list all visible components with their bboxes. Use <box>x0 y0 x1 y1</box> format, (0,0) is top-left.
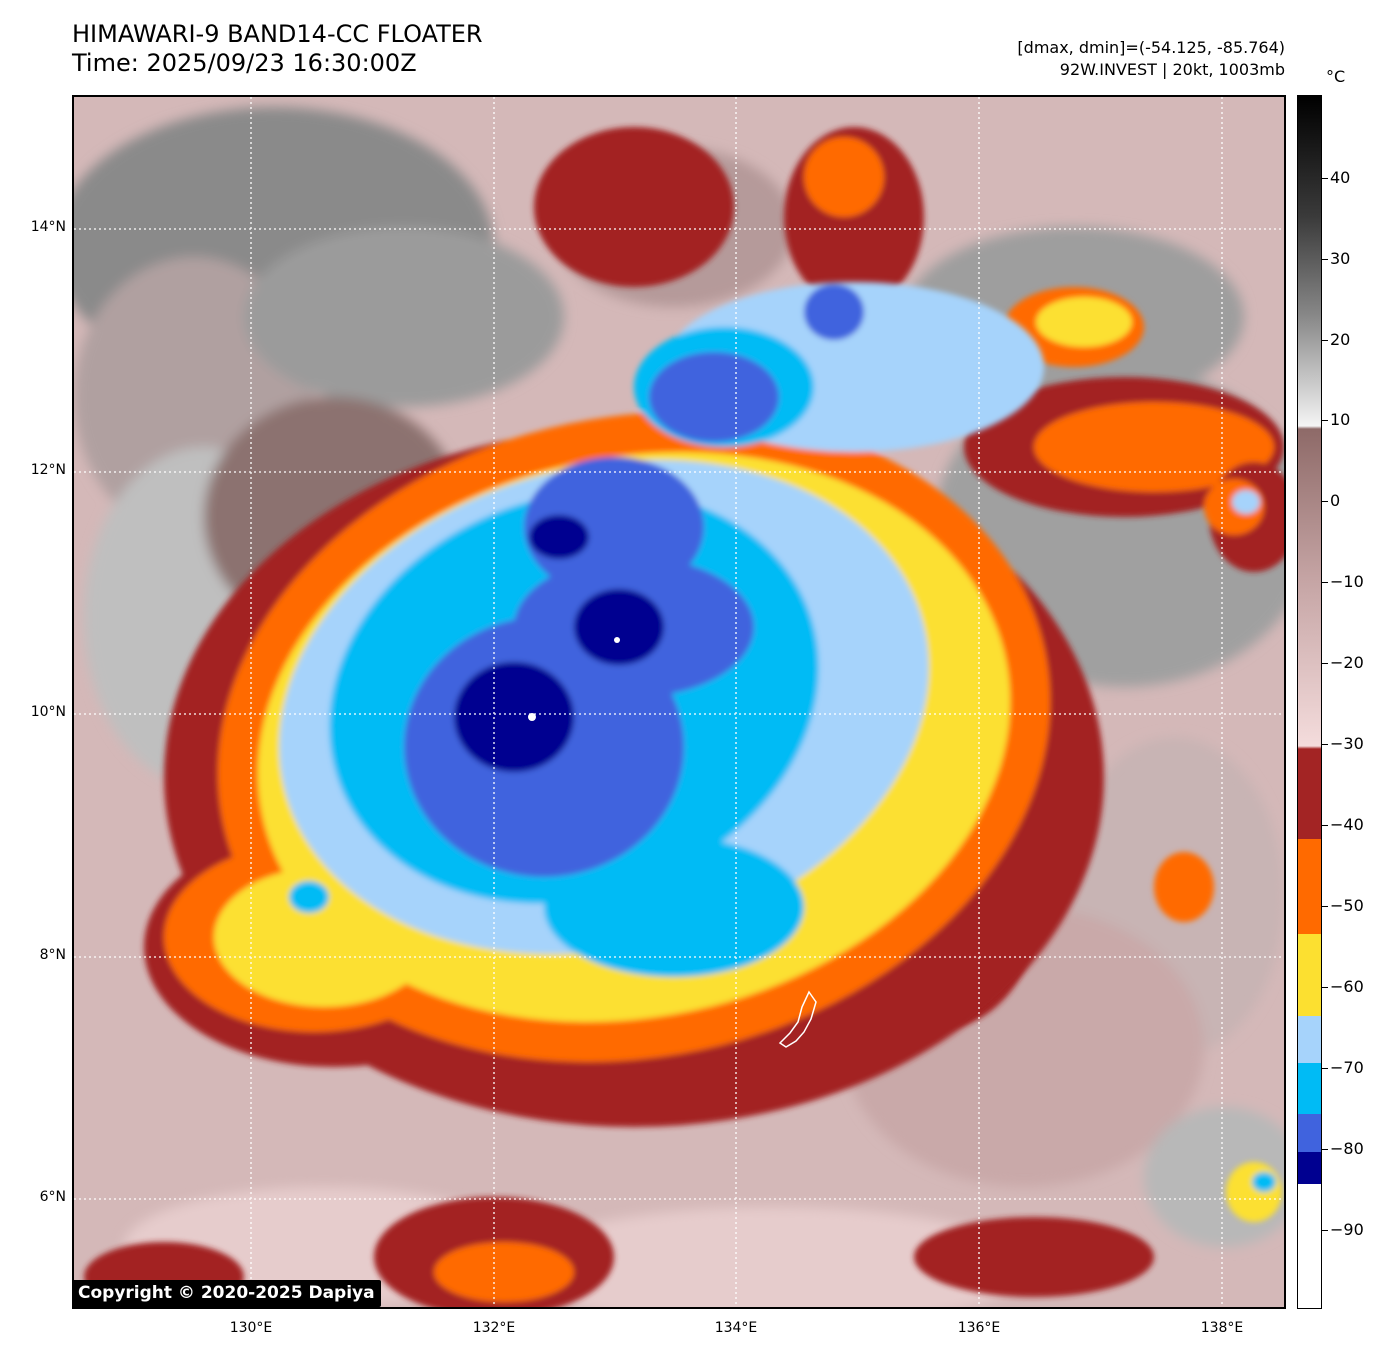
satellite-map <box>72 95 1286 1309</box>
colorbar-label-minus30: −30 <box>1330 734 1364 753</box>
colorbar-label-10: 10 <box>1330 410 1351 429</box>
title-product: HIMAWARI-9 BAND14-CC FLOATER <box>72 20 483 48</box>
colorbar-label-minus20: −20 <box>1330 653 1364 672</box>
colorbar-tick <box>1322 1230 1328 1231</box>
colorbar-label-minus40: −40 <box>1330 815 1364 834</box>
storm-info: [dmax, dmin]=(-54.125, -85.764) 92W.INVE… <box>1017 37 1285 81</box>
temperature-range: [dmax, dmin]=(-54.125, -85.764) <box>1017 38 1285 57</box>
image-title: HIMAWARI-9 BAND14-CC FLOATER Time: 2025/… <box>72 20 483 78</box>
outer-convection <box>84 127 1284 1307</box>
cold-pixel <box>614 637 620 643</box>
colorbar-tick <box>1322 420 1328 421</box>
colorbar-tick <box>1322 259 1328 260</box>
colorbar-tick <box>1322 501 1328 502</box>
lat-label-8: 8°N <box>39 947 66 963</box>
lon-label-132: 132°E <box>472 1320 516 1336</box>
title-time: Time: 2025/09/23 16:30:00Z <box>72 49 417 77</box>
copyright-label: Copyright © 2020-2025 Dapiya <box>72 1280 381 1307</box>
coldest-pixel <box>528 713 536 721</box>
colorbar-tick <box>1322 582 1328 583</box>
colorbar-label-minus70: −70 <box>1330 1058 1364 1077</box>
lon-label-130: 130°E <box>229 1320 273 1336</box>
colorbar-tick <box>1322 663 1328 664</box>
colorbar-tick <box>1322 178 1328 179</box>
colorbar-label-0: 0 <box>1330 491 1341 510</box>
satellite-imagery <box>74 97 1284 1307</box>
lat-label-12: 12°N <box>30 462 66 478</box>
temperature-colorbar <box>1297 95 1322 1309</box>
lat-label-14: 14°N <box>30 219 66 235</box>
colorbar-label-minus90: −90 <box>1330 1220 1364 1239</box>
lon-label-138: 138°E <box>1200 1320 1244 1336</box>
palau-coastline <box>778 990 817 1048</box>
lat-label-10: 10°N <box>30 704 66 720</box>
storm-system <box>144 282 1104 1127</box>
colorbar-tick <box>1322 987 1328 988</box>
colorbar-label-minus80: −80 <box>1330 1139 1364 1158</box>
colorbar-tick <box>1322 744 1328 745</box>
colorbar-label-40: 40 <box>1330 168 1351 187</box>
colorbar-label-30: 30 <box>1330 249 1351 268</box>
lon-label-136: 136°E <box>957 1320 1001 1336</box>
colorbar-label-minus60: −60 <box>1330 977 1364 996</box>
colorbar-unit: °C <box>1326 67 1346 86</box>
lat-label-6: 6°N <box>39 1189 66 1205</box>
colorbar-tick <box>1322 340 1328 341</box>
colorbar-label-minus10: −10 <box>1330 572 1364 591</box>
colorbar-tick <box>1322 906 1328 907</box>
colorbar-tick <box>1322 825 1328 826</box>
lon-label-134: 134°E <box>714 1320 758 1336</box>
colorbar-tick <box>1322 1068 1328 1069</box>
colorbar-label-minus50: −50 <box>1330 896 1364 915</box>
colorbar-label-20: 20 <box>1330 330 1351 349</box>
storm-details: 92W.INVEST | 20kt, 1003mb <box>1059 60 1285 79</box>
graticule <box>74 97 1284 1307</box>
colorbar-tick <box>1322 1149 1328 1150</box>
